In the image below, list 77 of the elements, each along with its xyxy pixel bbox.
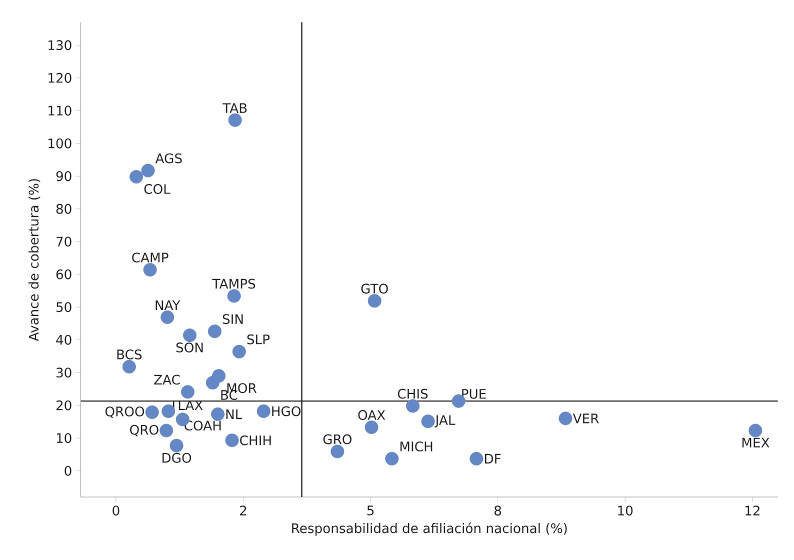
y-tick-label: 130: [48, 40, 72, 50]
x-tick-label: 2: [240, 506, 246, 516]
y-tick-label: 40: [56, 335, 72, 345]
data-label: HGO: [272, 406, 301, 416]
point: [385, 452, 399, 466]
data-label: DGO: [162, 453, 192, 463]
point: [160, 424, 174, 438]
point: [256, 404, 270, 418]
point: [206, 376, 220, 390]
point: [225, 434, 239, 448]
point: [160, 310, 174, 324]
x-tick-label: 10: [618, 506, 633, 516]
data-label: TAB: [222, 103, 247, 114]
point: [183, 328, 197, 342]
x-axis-title: Responsabilidad de afiliación nacional (%): [292, 522, 567, 536]
x-tick-label: 0: [112, 506, 120, 516]
y-tick-label: 10: [56, 433, 72, 444]
point: [227, 289, 241, 303]
data-label: PUE: [462, 389, 486, 400]
point: [180, 385, 195, 399]
y-tick-label: 90: [56, 171, 72, 182]
point: [364, 420, 378, 434]
y-tick-label: 80: [56, 204, 72, 214]
y-tick-label: 30: [56, 368, 72, 378]
data-label: ZAC: [154, 374, 180, 385]
point: [232, 345, 246, 359]
data-label: SIN: [222, 314, 243, 324]
data-label: SON: [176, 342, 203, 353]
point: [558, 412, 572, 426]
point: [145, 406, 159, 420]
data-label: TLAX: [170, 400, 203, 410]
x-tick-label: 8: [494, 506, 502, 516]
data-label: NAY: [156, 300, 180, 310]
point: [228, 114, 242, 128]
data-label: NL: [226, 410, 242, 420]
data-label: OAX: [358, 410, 386, 420]
data-label: JAL: [434, 415, 456, 428]
y-tick-label: 70: [56, 236, 72, 247]
point: [211, 408, 225, 422]
point: [143, 263, 157, 277]
y-axis-title: Avance de cobertura (%): [28, 179, 40, 342]
data-label: VER: [572, 414, 599, 424]
point: [406, 399, 420, 413]
data-label: QROO: [105, 406, 144, 418]
y-tick-label: 110: [48, 106, 72, 116]
data-label: CHIS: [398, 388, 428, 399]
data-label: QRO: [130, 424, 158, 436]
point: [330, 444, 344, 458]
point: [122, 360, 136, 374]
point: [748, 424, 762, 438]
data-label: MEX: [742, 438, 770, 448]
point: [130, 170, 144, 184]
x-tick-label: 5: [367, 506, 374, 516]
point: [470, 452, 484, 466]
y-tick-label: 50: [56, 302, 72, 312]
point: [170, 439, 184, 453]
y-tick-label: 0: [64, 466, 72, 476]
y-tick-label: 60: [56, 270, 72, 280]
point: [368, 294, 382, 308]
data-label: COL: [144, 184, 170, 194]
data-label: TAMPS: [212, 278, 256, 289]
data-label: DF: [484, 454, 501, 464]
data-label: AGS: [155, 154, 182, 164]
y-tick-label: 120: [48, 73, 72, 84]
y-tick-label: 20: [56, 400, 72, 410]
data-label: SLP: [247, 334, 270, 345]
data-label: CHIH: [240, 436, 271, 446]
x-tick-label: 12: [745, 506, 760, 516]
point: [208, 324, 222, 338]
data-label: CAMP: [132, 252, 168, 263]
y-tick-label: 100: [48, 138, 72, 149]
data-label: GTO: [361, 284, 388, 294]
data-label: MICH: [400, 442, 432, 452]
point: [141, 164, 155, 178]
data-label: GRO: [323, 434, 352, 444]
point: [421, 414, 435, 428]
data-label: BCS: [117, 350, 142, 360]
